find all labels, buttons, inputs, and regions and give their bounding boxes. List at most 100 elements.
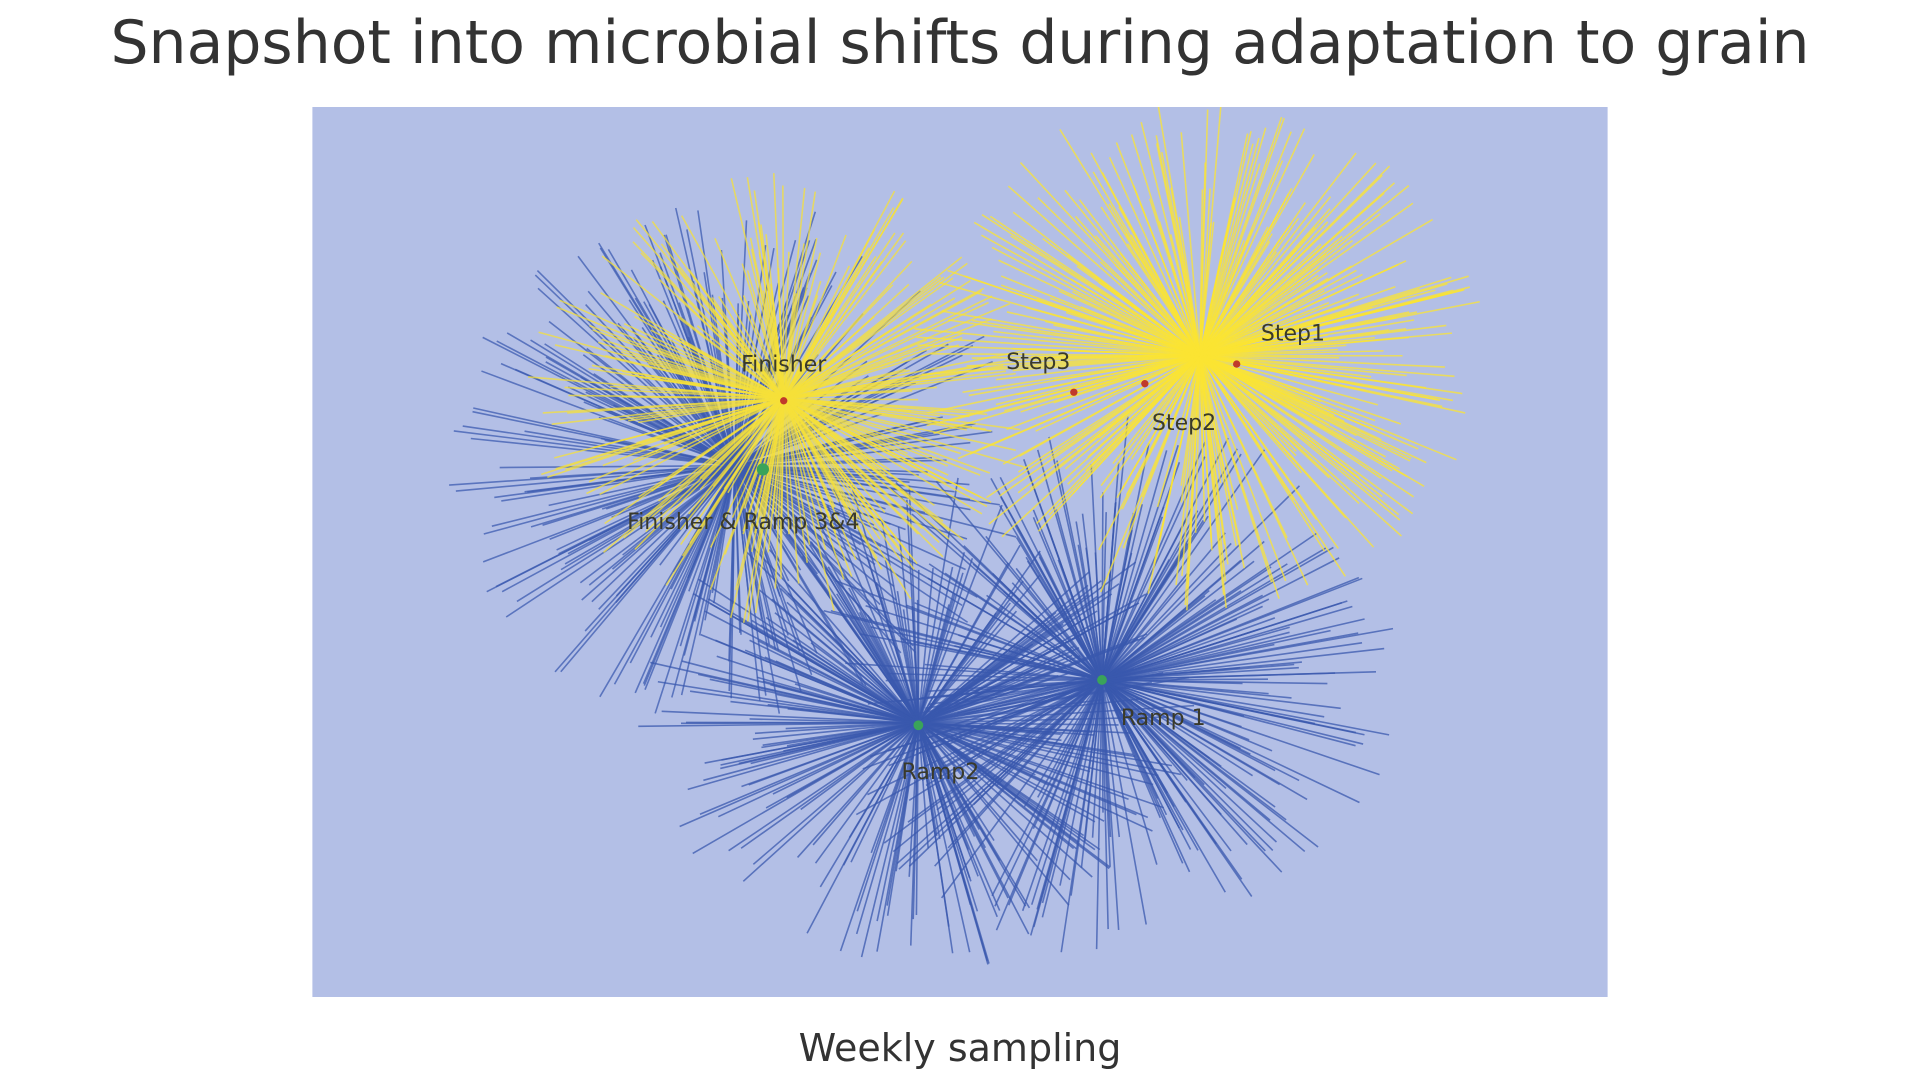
spoke	[746, 177, 785, 399]
spoke	[892, 679, 1103, 853]
spoke	[1199, 223, 1212, 356]
spoke	[1199, 354, 1401, 521]
spoke	[537, 287, 736, 467]
spoke	[1006, 354, 1201, 430]
spoke	[680, 465, 736, 696]
spoke	[754, 398, 785, 534]
spoke	[1170, 234, 1201, 356]
spoke	[1064, 354, 1201, 470]
spoke	[564, 397, 784, 471]
spoke	[957, 354, 1201, 460]
spoke	[1199, 355, 1287, 582]
spoke	[742, 722, 919, 882]
spoke	[823, 609, 1103, 681]
spoke	[1101, 679, 1277, 843]
spoke	[927, 577, 1103, 681]
spoke	[774, 398, 785, 589]
spoke	[783, 368, 906, 400]
spoke	[772, 722, 919, 795]
spoke	[1101, 450, 1168, 681]
spoke	[1199, 354, 1379, 406]
spoke	[765, 616, 919, 724]
spoke	[1199, 354, 1360, 504]
spoke	[917, 504, 1003, 724]
spoke	[783, 397, 949, 467]
spoke	[1101, 590, 1242, 681]
spoke	[1070, 679, 1103, 896]
spoke	[1101, 679, 1266, 852]
spoke	[1199, 117, 1285, 356]
spoke	[501, 464, 735, 502]
spoke	[1114, 264, 1201, 357]
spoke	[783, 397, 923, 530]
spoke	[783, 332, 963, 400]
spoke	[944, 572, 1103, 681]
spoke	[1023, 679, 1103, 808]
spoke	[783, 265, 851, 399]
spoke	[1199, 272, 1328, 357]
spoke	[783, 397, 858, 520]
spoke	[1041, 679, 1103, 904]
spoke	[748, 722, 919, 786]
spoke	[850, 722, 920, 863]
spoke	[762, 721, 919, 746]
spoke	[688, 268, 785, 399]
spoke	[783, 397, 992, 504]
spoke	[783, 247, 870, 399]
spoke	[782, 398, 811, 545]
spoke	[592, 397, 784, 449]
spoke	[1101, 679, 1273, 752]
spoke	[783, 240, 907, 399]
spoke	[930, 353, 1200, 357]
spoke	[733, 239, 797, 466]
spoke	[659, 465, 736, 566]
spoke	[1064, 189, 1201, 357]
spoke	[1101, 560, 1255, 681]
spoke	[715, 639, 919, 724]
spoke	[731, 398, 785, 519]
spoke	[782, 251, 790, 399]
spoke	[1018, 354, 1200, 367]
nodes	[756, 360, 1241, 731]
spoke	[1199, 189, 1204, 356]
spoke	[752, 721, 919, 740]
spoke	[1030, 679, 1103, 905]
spoke	[1199, 128, 1306, 356]
spoke	[1101, 679, 1158, 865]
spoke	[782, 295, 819, 399]
spoke	[936, 679, 1103, 811]
spoke	[1199, 354, 1376, 422]
spoke	[782, 234, 847, 399]
spoke	[883, 679, 1103, 844]
spoke	[964, 275, 1201, 357]
spoke	[1199, 355, 1246, 569]
spoke	[1199, 354, 1427, 464]
spoke	[783, 397, 950, 540]
caption: Weekly sampling	[798, 1026, 1122, 1070]
spoke	[782, 398, 809, 563]
spoke	[771, 598, 919, 724]
spoke	[940, 679, 1103, 899]
spoke	[689, 690, 919, 724]
spoke	[860, 722, 920, 958]
spoke	[783, 397, 1021, 431]
spoke	[783, 397, 840, 503]
spoke	[1018, 354, 1201, 457]
spoke	[783, 301, 989, 400]
spoke	[697, 673, 919, 724]
spoke	[935, 480, 1103, 681]
spoke	[917, 722, 1071, 881]
spoke	[902, 609, 920, 723]
spoke	[1101, 679, 1281, 786]
spoke	[1101, 679, 1251, 755]
spoke	[749, 718, 919, 724]
spoke	[1053, 354, 1201, 404]
spoke	[1091, 679, 1103, 838]
spoke	[865, 604, 1103, 681]
spoke	[718, 295, 785, 399]
spoke	[556, 306, 785, 400]
spoke	[1101, 679, 1168, 816]
spoke	[1130, 134, 1201, 356]
spoke	[783, 397, 944, 558]
spoke	[1101, 547, 1327, 681]
